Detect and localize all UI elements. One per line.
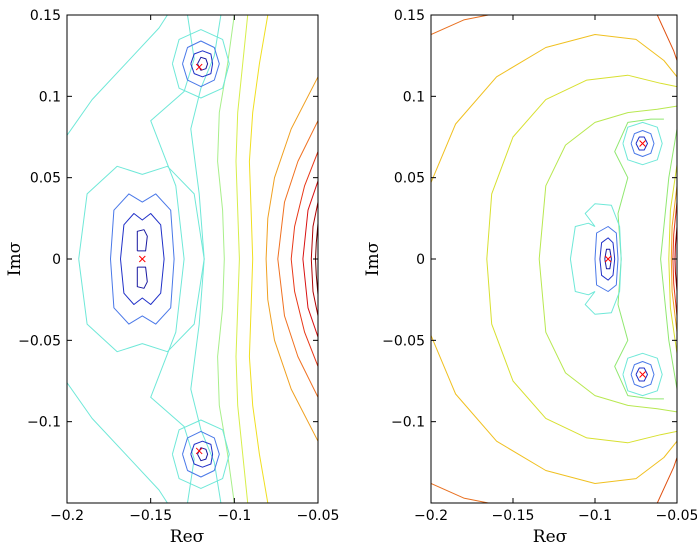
left-contour-line-10 (302, 180, 318, 338)
right-contour-line-6 (431, 335, 677, 484)
left-contour-line-15 (120, 213, 165, 305)
left-contour-line-14 (110, 193, 175, 325)
right-contour-line-2 (656, 15, 677, 61)
right-y-tick-label-0: −0.1 (391, 415, 425, 431)
left-x-tick-label-2: −0.1 (217, 508, 251, 524)
right-contour-line-8 (538, 105, 677, 413)
left-contour-line-7 (265, 76, 318, 442)
right-pole-marker-2 (639, 371, 646, 378)
left-y-tick-label-3: 0.05 (30, 171, 61, 187)
left-pole-marker-2 (195, 447, 203, 455)
left-y-tick-label-1: −0.05 (18, 333, 61, 349)
left-contour-line-13 (78, 165, 205, 353)
right-contour-panel: Imσ Reσ −0.2 −0.15 −0.1 −0.05 −0.1 −0.05 0 0.05… (363, 8, 697, 547)
left-pole-marker-0 (195, 63, 203, 71)
left-contour-line-4 (217, 15, 235, 503)
right-contour-line-3 (656, 457, 677, 503)
left-x-tick-label-3: −0.05 (297, 508, 340, 524)
right-x-tick-label-0: −0.2 (414, 508, 448, 524)
left-y-tick-label-5: 0.15 (30, 8, 61, 24)
right-plot-frame (430, 14, 678, 504)
right-contour-line-16 (569, 222, 596, 260)
right-y-tick-label-3: 0.05 (394, 171, 425, 187)
right-y-axis-title: Imσ (363, 241, 383, 276)
right-contour-line-21 (622, 121, 663, 166)
right-contour-line-17 (569, 258, 596, 296)
right-pole-marker-0 (639, 140, 646, 147)
right-y-tick-label-5: 0.15 (394, 8, 425, 24)
left-y-tick-label-0: −0.1 (27, 415, 61, 431)
right-contour-line-12 (670, 185, 677, 333)
right-pole-marker-1 (604, 255, 612, 263)
right-x-tick-label-1: −0.15 (492, 508, 535, 524)
right-contour-line-20 (604, 248, 612, 270)
left-contour-line-17 (136, 266, 148, 289)
right-contour-line-9 (614, 118, 664, 400)
left-contour-line-6 (248, 15, 269, 503)
right-contour-line-15 (584, 203, 622, 315)
right-contour-line-11 (668, 164, 677, 354)
right-contour-line-5 (431, 34, 677, 183)
left-y-tick-label-2: 0 (52, 252, 61, 268)
right-contour-line-26 (635, 367, 648, 382)
right-contour-line-1 (431, 483, 489, 503)
right-contour-line-7 (486, 74, 677, 444)
right-x-tick-label-2: −0.1 (578, 508, 612, 524)
left-contour-line-25 (197, 447, 209, 462)
left-contour-line-20 (190, 50, 214, 78)
right-y-tick-label-4: 0.1 (403, 89, 425, 105)
right-x-axis-title: Reσ (533, 527, 568, 547)
left-contour-line-22 (171, 419, 230, 489)
left-contour-line-2 (150, 15, 195, 503)
left-x-axis-title: Reσ (170, 527, 205, 547)
right-contour-line-18 (594, 226, 619, 292)
left-contour-line-18 (171, 29, 230, 99)
right-x-tick-label-3: −0.05 (656, 508, 697, 524)
left-contour-line-24 (190, 440, 214, 468)
right-contour-line-24 (622, 352, 663, 397)
left-plot-frame (66, 14, 319, 504)
left-y-tick-label-4: 0.1 (39, 89, 61, 105)
left-contour-line-0 (67, 15, 168, 136)
right-y-tick-label-2: 0 (416, 252, 425, 268)
right-contour-line-19 (599, 237, 616, 281)
right-contour-lines (431, 15, 677, 503)
left-pole-marker-1 (138, 255, 146, 263)
left-y-axis-title: Imσ (5, 241, 25, 276)
left-contour-line-9 (290, 151, 318, 367)
right-contour-line-22 (630, 130, 655, 157)
left-contour-line-5 (235, 15, 249, 503)
left-contour-line-11 (310, 201, 318, 317)
right-contour-line-23 (635, 136, 648, 151)
left-contour-line-3 (190, 15, 222, 503)
left-x-tick-label-0: −0.2 (50, 508, 84, 524)
left-contour-lines (67, 15, 318, 503)
left-contour-line-19 (182, 40, 220, 88)
left-contour-line-21 (197, 56, 209, 71)
right-contour-line-0 (431, 15, 489, 35)
left-contour-line-16 (136, 229, 148, 252)
right-contour-line-25 (630, 361, 655, 388)
left-contour-line-1 (67, 382, 168, 503)
left-x-tick-label-1: −0.15 (129, 508, 172, 524)
right-contour-line-10 (660, 128, 677, 390)
left-contour-panel: Imσ Reσ −0.2 −0.15 −0.1 −0.05 −0.1 −0.05 0 0.05… (5, 8, 339, 547)
right-y-tick-label-1: −0.05 (382, 333, 425, 349)
left-contour-line-8 (277, 120, 318, 398)
left-contour-line-23 (182, 430, 220, 478)
